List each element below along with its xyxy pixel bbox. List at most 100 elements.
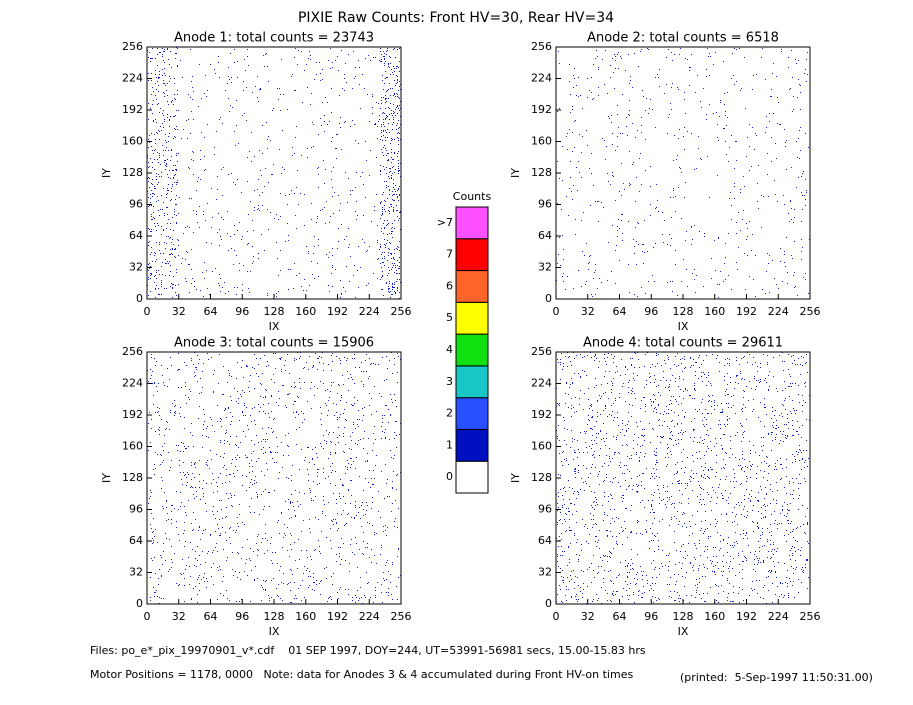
y-tick-label: 192	[122, 103, 143, 116]
y-tick-label: 192	[122, 408, 143, 421]
x-tick-label: 0	[144, 610, 151, 623]
x-tick-label: 256	[391, 610, 412, 623]
x-tick-label: 160	[295, 610, 316, 623]
panel-title: Anode 1: total counts = 23743	[174, 31, 374, 46]
footer-files: Files: po_e*_pix_19970901_v*.cdf 01 SEP …	[90, 644, 646, 657]
x-tick-label: 64	[613, 305, 627, 318]
color-box	[455, 365, 489, 399]
x-tick-label: 128	[673, 305, 694, 318]
y-tick-label: 160	[122, 440, 143, 453]
y-tick-label: 0	[136, 292, 143, 305]
x-tick-label: 0	[553, 610, 560, 623]
x-tick-label: 0	[553, 305, 560, 318]
x-tick-label: 96	[644, 305, 658, 318]
x-tick-label: 128	[673, 610, 694, 623]
count-texture	[147, 352, 401, 604]
y-tick-label: 32	[129, 261, 143, 274]
y-tick-label: 160	[531, 135, 552, 148]
x-tick-label: 64	[204, 305, 218, 318]
y-tick-label: 96	[129, 503, 143, 516]
color-box	[455, 397, 489, 430]
panel-title: Anode 2: total counts = 6518	[587, 31, 779, 46]
y-axis-label: IY	[509, 168, 522, 178]
y-tick-label: 32	[538, 261, 552, 274]
y-tick-label: 0	[545, 292, 552, 305]
y-tick-label: 256	[531, 40, 552, 53]
panel-title: Anode 4: total counts = 29611	[583, 336, 783, 351]
colorbar-label: 4	[446, 343, 453, 356]
x-tick-label: 192	[736, 305, 757, 318]
y-tick-label: 128	[122, 471, 143, 484]
plot-frame	[555, 351, 811, 605]
y-tick-label: 192	[531, 408, 552, 421]
x-axis-label: IX	[269, 625, 280, 638]
y-tick-label: 224	[531, 72, 552, 85]
colorbar-label: 3	[446, 375, 453, 388]
plot-frame	[146, 351, 402, 605]
x-tick-label: 256	[800, 610, 821, 623]
y-tick-label: 256	[122, 40, 143, 53]
x-tick-label: 192	[736, 610, 757, 623]
x-tick-label: 96	[644, 610, 658, 623]
x-tick-label: 32	[581, 305, 595, 318]
x-tick-label: 64	[204, 610, 218, 623]
plot-frame	[555, 46, 811, 300]
x-axis-label: IX	[678, 625, 689, 638]
colorbar-label: 7	[446, 248, 453, 261]
count-texture	[556, 352, 810, 604]
colorbar-label: 1	[446, 438, 453, 451]
colorbar-title: Counts	[453, 190, 492, 203]
colorbar-label: 5	[446, 311, 453, 324]
count-texture	[147, 47, 401, 299]
x-tick-label: 256	[391, 305, 412, 318]
y-tick-label: 160	[122, 135, 143, 148]
x-tick-label: 224	[359, 610, 380, 623]
y-tick-label: 32	[538, 566, 552, 579]
y-tick-label: 224	[122, 377, 143, 390]
y-tick-label: 32	[129, 566, 143, 579]
x-tick-label: 32	[172, 305, 186, 318]
y-axis-label: IY	[100, 473, 113, 483]
color-box	[455, 333, 489, 367]
x-tick-label: 256	[800, 305, 821, 318]
x-tick-label: 224	[768, 305, 789, 318]
colorbar-label: >7	[437, 216, 453, 229]
footer-motor: Motor Positions = 1178, 0000 Note: data …	[90, 668, 633, 681]
x-tick-label: 224	[768, 610, 789, 623]
x-tick-label: 64	[613, 610, 627, 623]
y-tick-label: 64	[129, 534, 143, 547]
y-axis-label: IY	[509, 473, 522, 483]
y-tick-label: 64	[538, 534, 552, 547]
y-tick-label: 224	[531, 377, 552, 390]
color-box	[455, 301, 489, 335]
x-tick-label: 32	[172, 610, 186, 623]
y-tick-label: 96	[538, 198, 552, 211]
x-tick-label: 192	[327, 610, 348, 623]
x-tick-label: 128	[264, 305, 285, 318]
x-tick-label: 96	[235, 305, 249, 318]
color-box	[455, 206, 489, 240]
y-tick-label: 256	[122, 345, 143, 358]
footer-printed: (printed: 5-Sep-1997 11:50:31.00)	[680, 671, 873, 684]
color-box	[455, 428, 489, 462]
x-tick-label: 192	[327, 305, 348, 318]
y-tick-label: 256	[531, 345, 552, 358]
x-tick-label: 128	[264, 610, 285, 623]
x-tick-label: 160	[295, 305, 316, 318]
y-axis-label: IY	[100, 168, 113, 178]
y-tick-label: 64	[129, 229, 143, 242]
y-tick-label: 96	[129, 198, 143, 211]
page-title: PIXIE Raw Counts: Front HV=30, Rear HV=3…	[298, 10, 614, 26]
colorbar-label: 0	[446, 470, 453, 483]
x-tick-label: 160	[704, 610, 725, 623]
x-tick-label: 0	[144, 305, 151, 318]
x-tick-label: 32	[581, 610, 595, 623]
count-texture	[556, 48, 810, 298]
y-tick-label: 128	[122, 166, 143, 179]
y-tick-label: 224	[122, 72, 143, 85]
y-tick-label: 64	[538, 229, 552, 242]
x-axis-label: IX	[269, 320, 280, 333]
x-tick-label: 160	[704, 305, 725, 318]
y-tick-label: 192	[531, 103, 552, 116]
